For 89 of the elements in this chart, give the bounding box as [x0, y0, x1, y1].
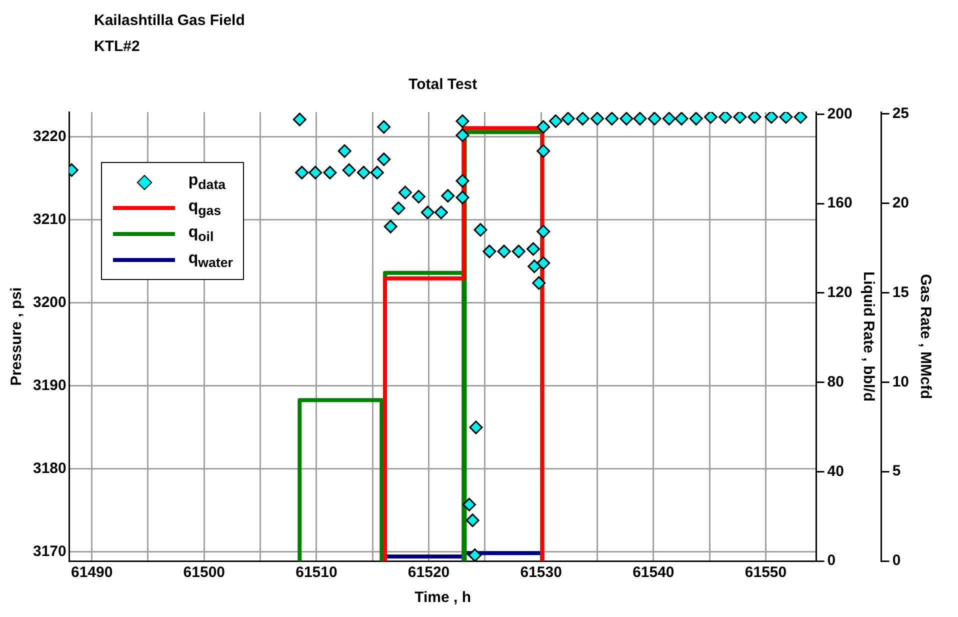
x-tick-label: 61490 [70, 564, 113, 582]
point [456, 190, 470, 204]
y-tick-label: 3220 [32, 128, 66, 146]
y3-tick-label: 20 [892, 194, 910, 212]
point [733, 112, 747, 124]
x-tick-label: 61510 [296, 564, 338, 582]
point [794, 112, 808, 124]
point [420, 206, 434, 220]
y3-tick-label: 10 [892, 373, 910, 390]
point [462, 498, 476, 512]
point [468, 548, 482, 561]
point [704, 112, 718, 124]
point [497, 244, 511, 258]
point [576, 112, 590, 126]
y2-axis-title: Liquid Rate , bbl/d [860, 272, 878, 402]
point [689, 112, 703, 126]
chart-subtitle: Kailashtilla Gas Field KTL#2 [94, 11, 245, 57]
chart-title: Total Test [408, 76, 478, 93]
point [412, 190, 426, 204]
point [674, 112, 688, 126]
point [342, 163, 356, 177]
point [718, 112, 732, 124]
y3-tick-label: 15 [892, 284, 910, 301]
y2-tick-label: 40 [827, 462, 844, 480]
point [456, 114, 470, 128]
point [392, 202, 406, 216]
y2-tick-label: 200 [827, 105, 852, 122]
y2-tick-label: 120 [827, 284, 852, 302]
point [536, 120, 550, 134]
x-tick-label: 61520 [408, 564, 450, 582]
y3-tick-label: 5 [892, 462, 901, 480]
point [764, 112, 778, 124]
x-tick-label: 61530 [520, 564, 562, 582]
y-axis-title: Pressure , psi [8, 287, 26, 386]
y-tick-label: 3180 [32, 460, 66, 478]
y2-tick-label: 0 [827, 552, 836, 570]
point [548, 114, 562, 128]
legend-label: q$_{gas}$ [188, 198, 222, 218]
y2-tick-label: 80 [827, 373, 844, 390]
point [466, 514, 480, 528]
point [779, 112, 793, 124]
point [377, 152, 391, 166]
point [356, 166, 370, 180]
point [590, 112, 604, 126]
y-tick-label: 3170 [32, 543, 66, 560]
point [512, 244, 526, 258]
point [292, 112, 306, 126]
point [456, 174, 470, 188]
legend-label: q$_{oil}$ [188, 224, 214, 244]
x-tick-label: 61540 [632, 564, 674, 582]
point [633, 112, 647, 126]
point [474, 223, 488, 237]
point [536, 224, 550, 238]
point [308, 166, 322, 180]
y2-tick-label: 160 [827, 194, 852, 212]
y3-tick-label: 0 [892, 552, 901, 570]
point [377, 120, 391, 134]
x-axis-title: Time , h [414, 589, 472, 606]
y-tick-label: 3200 [32, 294, 66, 312]
point [748, 112, 762, 124]
point [561, 112, 575, 126]
y3-tick-label: 25 [892, 104, 910, 122]
point [398, 186, 412, 200]
point [295, 166, 309, 180]
point [469, 420, 483, 434]
point [384, 220, 398, 234]
point [441, 189, 455, 203]
point [338, 144, 352, 158]
point [482, 244, 496, 258]
point [620, 112, 634, 126]
point [526, 242, 540, 256]
y-tick-label: 3190 [32, 377, 66, 394]
point [662, 112, 676, 126]
point [456, 128, 470, 142]
point [536, 144, 550, 158]
point [536, 256, 550, 270]
point [605, 112, 619, 126]
point [528, 260, 542, 274]
x-tick-label: 61500 [183, 564, 226, 582]
x-tick-label: 61550 [744, 564, 787, 582]
point [370, 166, 384, 180]
point [323, 166, 337, 180]
y3-axis-title: Gas Rate , MMcfd [916, 274, 934, 400]
legend-label: q$_{water}$ [188, 250, 233, 270]
legend-label: p$_{data}$ [188, 172, 226, 192]
point [532, 276, 546, 290]
point [648, 112, 662, 126]
y-tick-label: 3210 [32, 211, 66, 228]
point [434, 206, 448, 220]
